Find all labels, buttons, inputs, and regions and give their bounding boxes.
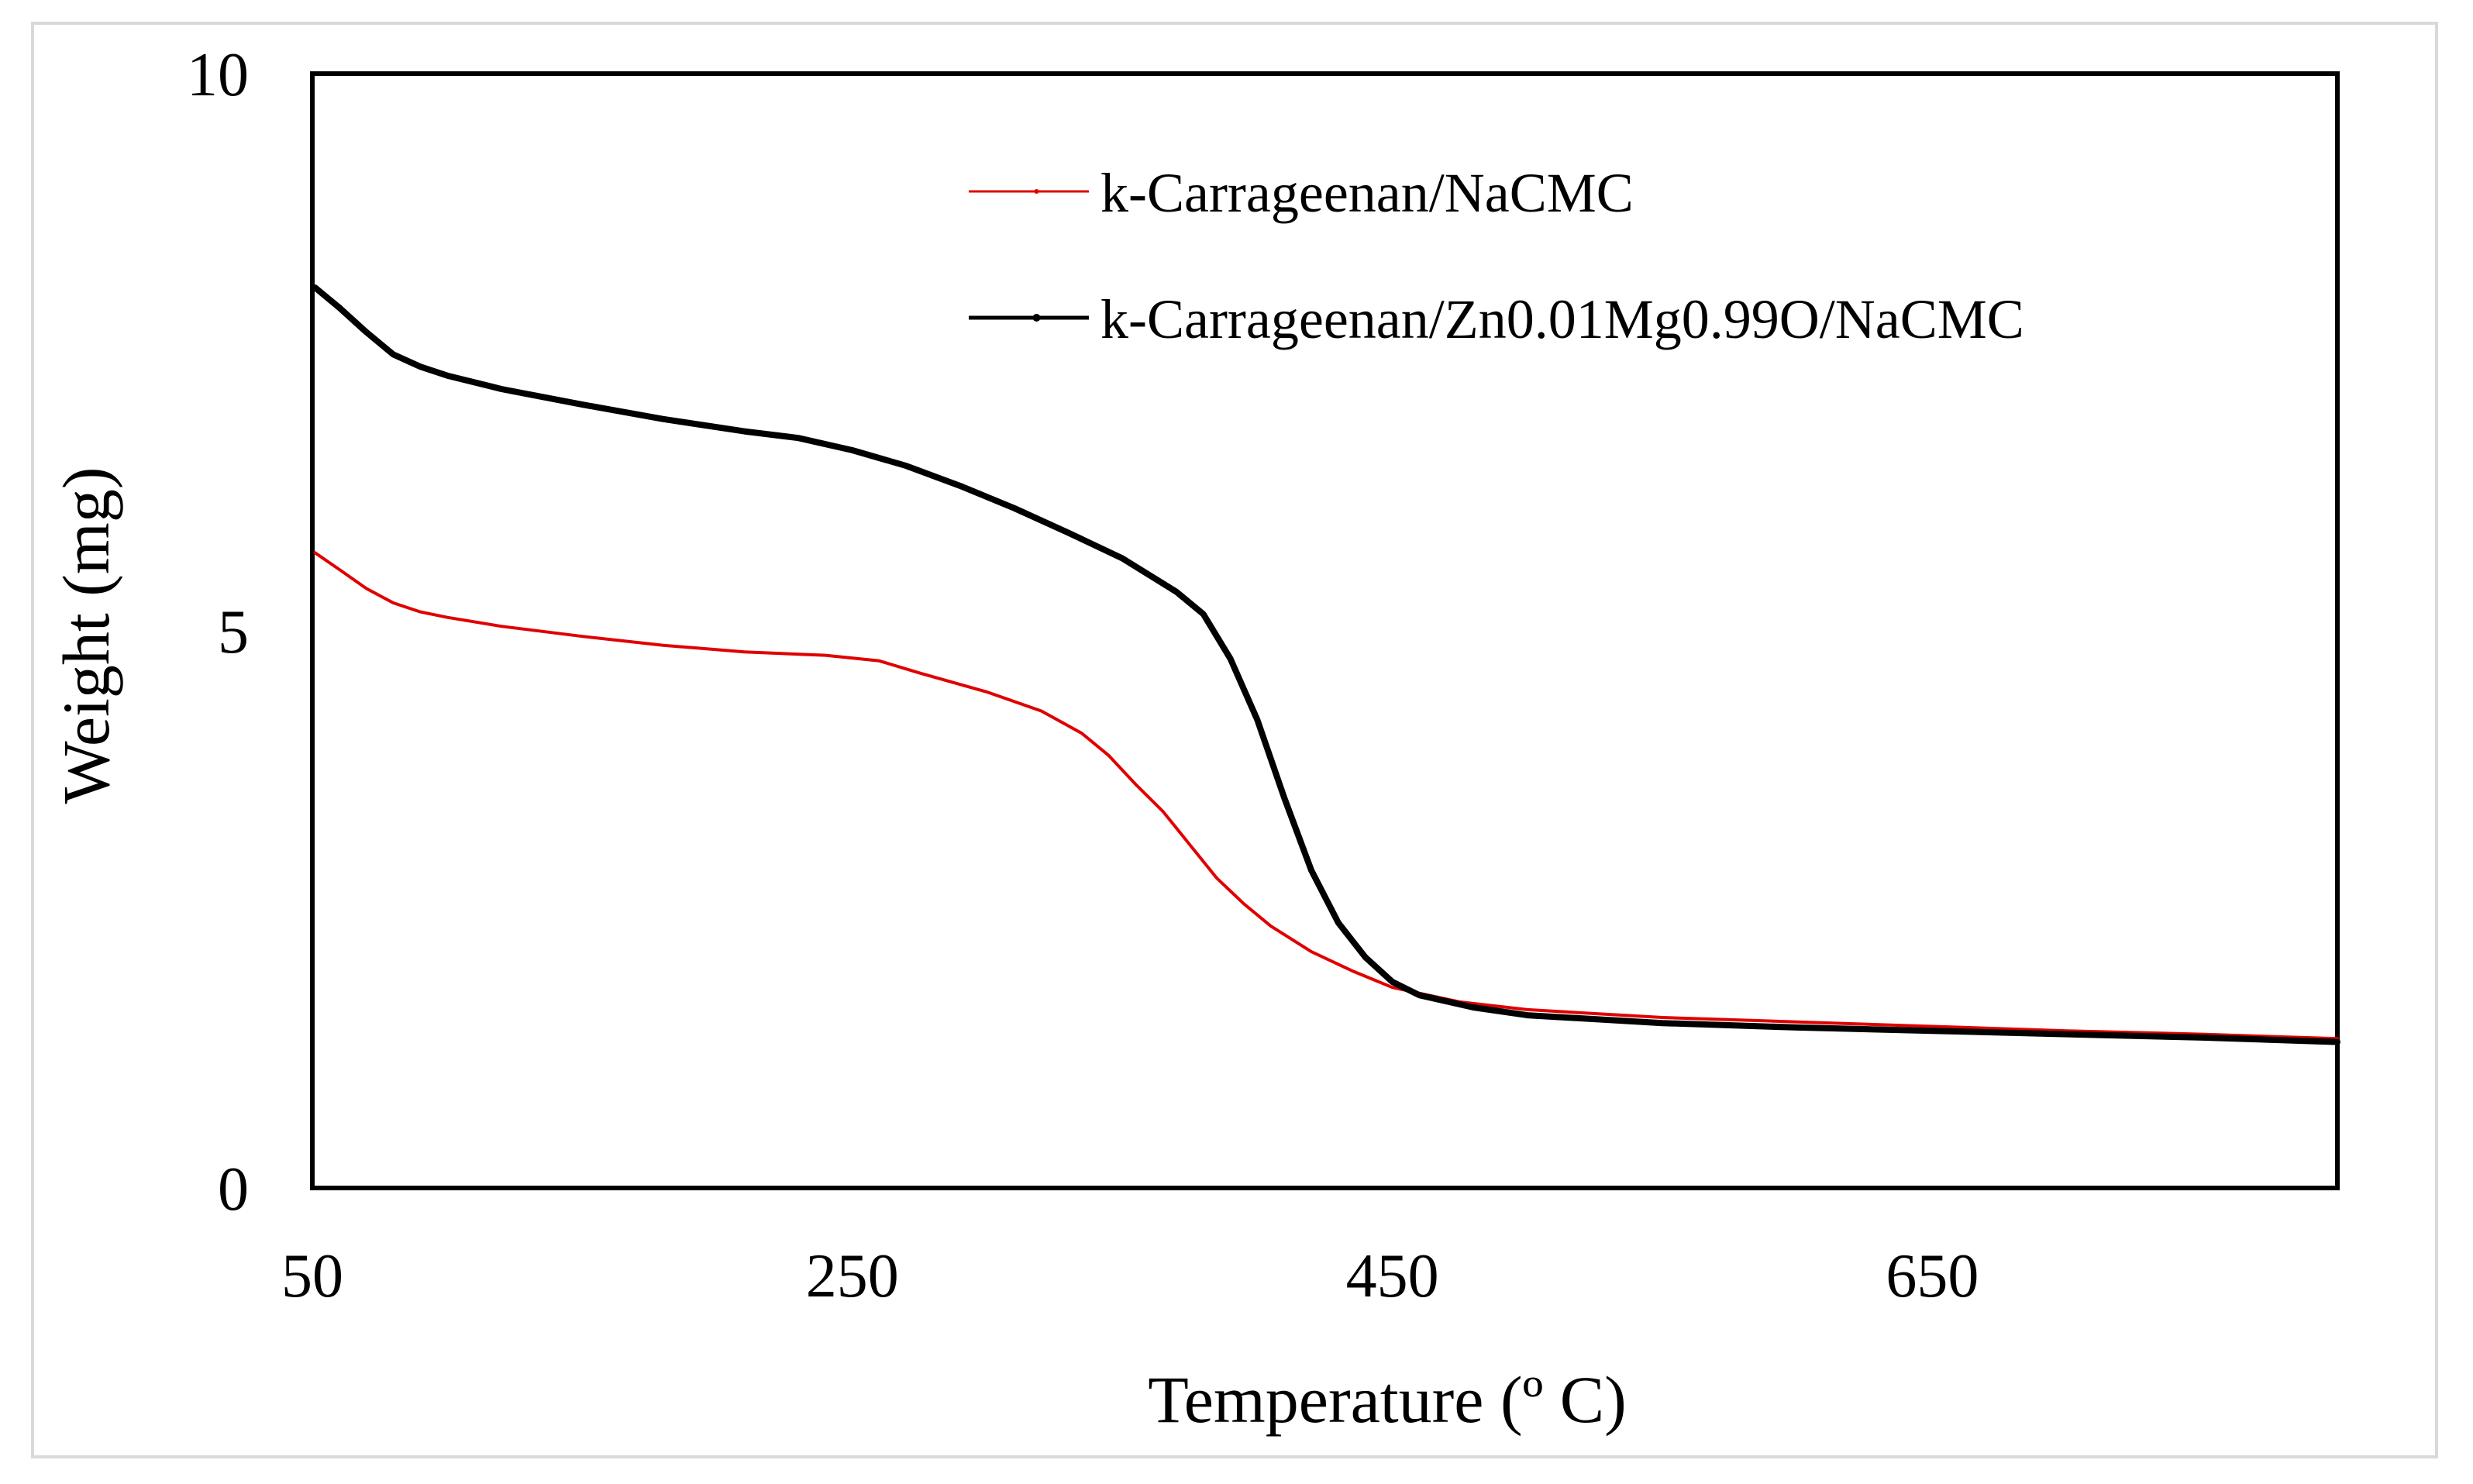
- legend-marker-2: [1032, 314, 1041, 322]
- legend-label-1: k-Carrageenan/NaCMC: [1100, 162, 1634, 224]
- y-tick-label: 0: [218, 1155, 249, 1224]
- x-tick-label: 250: [806, 1242, 899, 1310]
- x-tick-label: 650: [1886, 1242, 1979, 1310]
- legend-marker-1: [1034, 189, 1039, 194]
- legend: k-Carrageenan/NaCMC k-Carrageenan/Zn0.01M…: [969, 162, 2024, 350]
- chart-frame: [31, 22, 2438, 1458]
- y-axis-title: Weight (mg): [49, 467, 123, 804]
- series-line-1: [313, 551, 2339, 1041]
- axes: [310, 71, 2340, 1190]
- x-tick-label: 450: [1346, 1242, 1439, 1310]
- tick-labels: 50 250 450 650 0 5 10: [187, 41, 1979, 1310]
- y-tick-label: 10: [187, 41, 249, 109]
- series: [312, 284, 2340, 1045]
- x-axis-title: Temperature (º C): [1148, 1362, 1627, 1437]
- x-tick-label: 50: [281, 1242, 343, 1310]
- legend-label-2: k-Carrageenan/Zn0.01Mg0.99O/NaCMC: [1100, 288, 2024, 350]
- plot-area: [310, 71, 2340, 1190]
- y-tick-label: 5: [218, 598, 249, 666]
- series-line-2: [312, 284, 2340, 1045]
